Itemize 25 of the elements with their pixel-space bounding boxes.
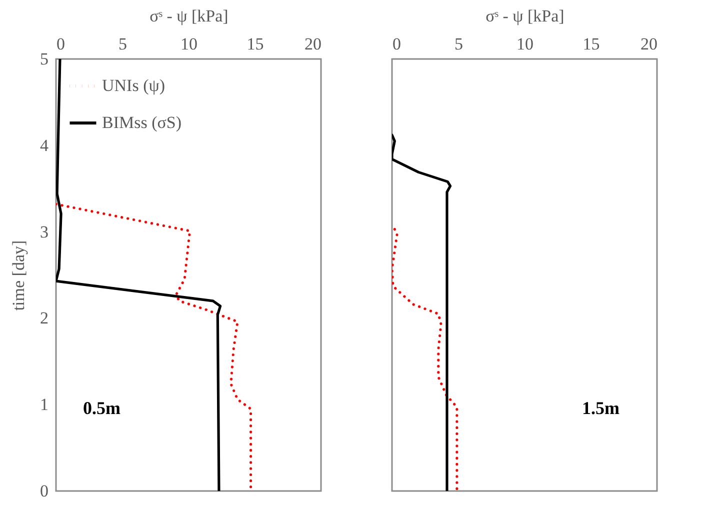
annotation: 1.5m — [582, 398, 620, 418]
y-tick-label: 5 — [40, 50, 48, 68]
x-tick-label: 0 — [56, 34, 65, 54]
y-tick-label: 1 — [40, 395, 48, 414]
legend-label: UNIs (ψ) — [102, 76, 166, 95]
x-tick-label: 0 — [392, 34, 401, 54]
y-tick-label: 3 — [40, 222, 48, 242]
annotation: 0.5m — [83, 398, 120, 418]
x-tick-label: 5 — [454, 34, 463, 54]
legend-label: BIMss (σS) — [102, 113, 182, 132]
y-axis-title: time [day] — [9, 240, 28, 311]
y-tick-label: 0 — [40, 482, 48, 500]
y-tick-label: 4 — [40, 136, 49, 155]
line-series — [56, 202, 252, 491]
x-tick-label: 20 — [640, 34, 658, 54]
y-tick-label: 2 — [40, 308, 48, 328]
x-tick-label: 5 — [118, 34, 127, 54]
x-axis-title: σˢ - ψ [kPa] — [150, 6, 228, 26]
line-series — [56, 59, 222, 491]
x-tick-label: 15 — [246, 34, 264, 54]
x-axis-title: σˢ - ψ [kPa] — [486, 6, 564, 26]
x-tick-label: 10 — [180, 34, 198, 54]
x-tick-label: 20 — [304, 34, 322, 54]
x-tick-label: 15 — [582, 34, 600, 54]
x-tick-label: 10 — [516, 34, 534, 54]
